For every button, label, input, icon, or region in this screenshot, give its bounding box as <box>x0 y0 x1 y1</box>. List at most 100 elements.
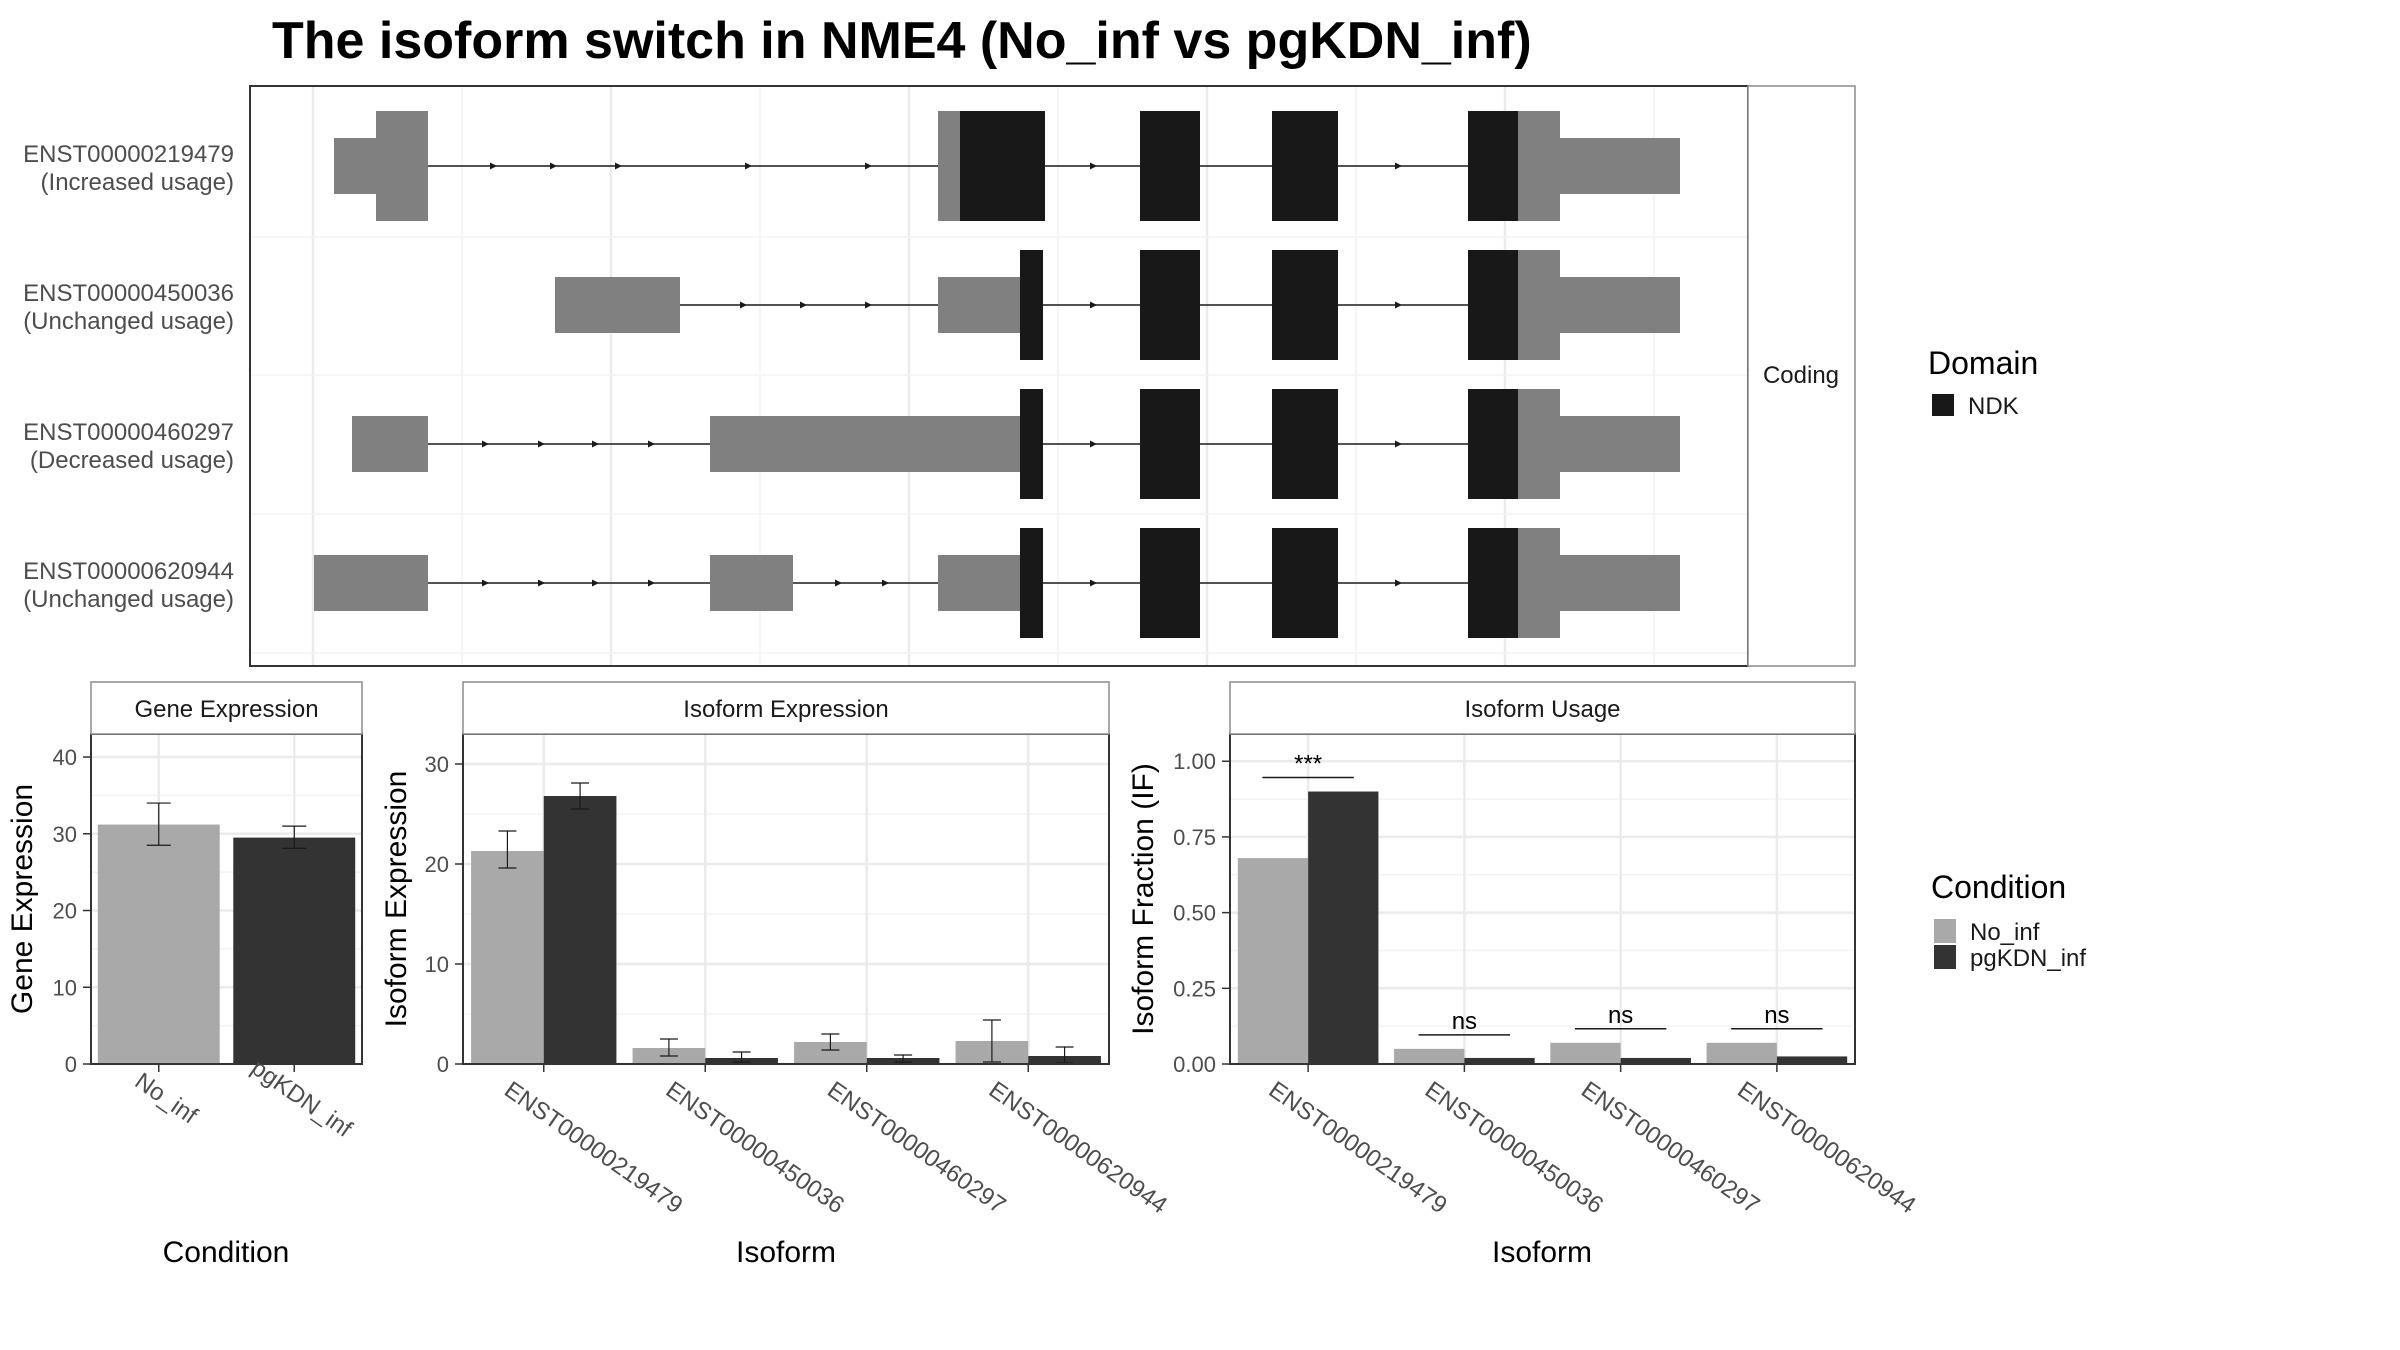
strand-arrow <box>482 440 489 448</box>
bar-pgKDN_inf-ENST00000450036 <box>1464 1057 1535 1064</box>
utr-exon <box>1560 416 1680 472</box>
ndk-domain-exon <box>1140 389 1200 499</box>
main-title: The isoform switch in NME4 (No_inf vs pg… <box>272 12 1532 70</box>
transcript-structure-panel: Coding ENST00000219479(Increased usage)E… <box>23 85 1856 667</box>
ndk-domain-exon <box>1272 250 1338 360</box>
isoform-usage-panel: *** ns ns ns Isoform Usage 0.00 0.25 0.50 0.75 1.… <box>1127 681 1921 1269</box>
transcript-usage-label: (Decreased usage) <box>30 447 234 474</box>
transcript-usage-label: (Increased usage) <box>41 169 234 196</box>
y-tick-label: 30 <box>425 752 449 777</box>
utr-exon <box>938 555 1020 611</box>
strand-arrow <box>865 301 872 309</box>
utr-exon <box>1518 250 1560 360</box>
significance-label: ns <box>1452 1008 1477 1035</box>
utr-exon <box>710 416 1020 472</box>
transcript-row-ENST00000620944 <box>314 528 1680 638</box>
x-tick-label: ENST00000450036 <box>661 1076 849 1219</box>
ndk-domain-exon <box>1020 250 1043 360</box>
y-tick-label: 20 <box>425 852 449 877</box>
transcript-gridlines <box>250 86 1748 666</box>
bar-No_inf-ENST00000460297 <box>1550 1042 1621 1064</box>
y-tick-label: 0 <box>65 1052 77 1077</box>
strand-arrow <box>882 579 889 587</box>
bar-pgKDN_inf-ENST00000460297 <box>1620 1057 1691 1064</box>
strand-arrow <box>835 579 842 587</box>
utr-exon <box>1518 111 1560 221</box>
ndk-domain-exon <box>1140 250 1200 360</box>
y-tick-label: 0.25 <box>1173 976 1216 1001</box>
utr-exon <box>314 555 428 611</box>
transcript-rows <box>314 111 1680 638</box>
strand-arrow <box>745 162 752 170</box>
significance-label: ns <box>1608 1002 1633 1029</box>
y-tick-label: 0 <box>437 1052 449 1077</box>
transcript-row-ENST00000460297 <box>352 389 1680 499</box>
ndk-domain-exon <box>1020 389 1043 499</box>
bar-No_inf-ENST00000460297 <box>794 1042 867 1064</box>
no-inf-legend-label: No_inf <box>1970 919 2040 946</box>
utr-exon <box>710 555 793 611</box>
gene-expression-panel: Gene Expression 0 10 20 30 40 No_inf pgKDN_inf C… <box>6 681 363 1269</box>
utr-exon <box>352 416 428 472</box>
ndk-domain-exon <box>1468 389 1518 499</box>
ndk-domain-exon <box>1140 111 1200 221</box>
strand-arrow <box>592 440 599 448</box>
transcript-axis-labels: ENST00000219479(Increased usage) ENST0000… <box>23 141 234 613</box>
x-tick-label: ENST00000460297 <box>822 1076 1010 1219</box>
y-tick-label: 1.00 <box>1173 749 1216 774</box>
strand-arrow <box>740 301 747 309</box>
isoform-expression-panel: Isoform Expression 0 10 20 30 ENST00000219479… <box>380 681 1172 1269</box>
y-axis-title: Isoform Expression <box>380 771 413 1028</box>
facet-strip <box>1229 681 1856 735</box>
utr-exon <box>938 111 960 221</box>
transcript-usage-label: (Unchanged usage) <box>23 586 234 613</box>
bar-No_inf-ENST00000450036 <box>1394 1048 1465 1064</box>
bar-No_inf <box>97 824 220 1064</box>
y-axis-title: Isoform Fraction (IF) <box>1127 763 1160 1035</box>
bar-No_inf-ENST00000620944 <box>1706 1042 1777 1064</box>
y-tick-label: 10 <box>53 975 77 1000</box>
y-tick-label: 0.50 <box>1173 901 1216 926</box>
x-axis-title: Isoform <box>1492 1236 1592 1269</box>
transcript-id-label: ENST00000460297 <box>23 419 234 446</box>
y-tick-label: 0.00 <box>1173 1052 1216 1077</box>
strand-arrow <box>1090 440 1097 448</box>
ndk-domain-exon <box>1468 111 1518 221</box>
y-tick-label: 40 <box>53 745 77 770</box>
strand-arrow <box>490 162 497 170</box>
utr-exon <box>1518 389 1560 499</box>
strand-arrow <box>865 162 872 170</box>
bar-pgKDN_inf <box>233 837 356 1064</box>
domain-legend-title: Domain <box>1928 345 2038 381</box>
facet-strip-label: Isoform Expression <box>683 696 888 723</box>
pgkdn-inf-legend-key <box>1934 945 1956 969</box>
x-axis-title: Condition <box>163 1236 290 1269</box>
strand-arrow <box>538 440 545 448</box>
ndk-domain-exon <box>1468 250 1518 360</box>
bar-No_inf-ENST00000219479 <box>1237 858 1309 1064</box>
y-tick-label: 30 <box>53 822 77 847</box>
ndk-legend-label: NDK <box>1968 393 2019 420</box>
ndk-domain-exon <box>1020 528 1043 638</box>
x-axis-title: Isoform <box>736 1236 836 1269</box>
bar-No_inf-ENST00000219479 <box>471 851 544 1064</box>
utr-exon <box>334 138 376 194</box>
transcript-id-label: ENST00000219479 <box>23 141 234 168</box>
utr-exon <box>376 111 428 221</box>
facet-strip-label: Isoform Usage <box>1464 696 1620 723</box>
transcript-row-ENST00000219479 <box>334 111 1680 221</box>
strand-arrow <box>800 301 807 309</box>
strand-arrow <box>1395 440 1402 448</box>
strand-arrow <box>615 162 622 170</box>
bar-pgKDN_inf-ENST00000219479 <box>1308 791 1379 1064</box>
facet-strip <box>462 681 1110 735</box>
pgkdn-inf-legend-label: pgKDN_inf <box>1970 945 2086 972</box>
coding-strip <box>1747 85 1856 667</box>
no-inf-legend-key <box>1934 919 1956 943</box>
transcript-id-label: ENST00000620944 <box>23 558 234 585</box>
x-tick-label: ENST00000219479 <box>499 1076 687 1219</box>
ndk-domain-exon <box>1140 528 1200 638</box>
ndk-domain-exon <box>1272 389 1338 499</box>
strand-arrow <box>538 579 545 587</box>
ndk-domain-exon <box>1272 528 1338 638</box>
